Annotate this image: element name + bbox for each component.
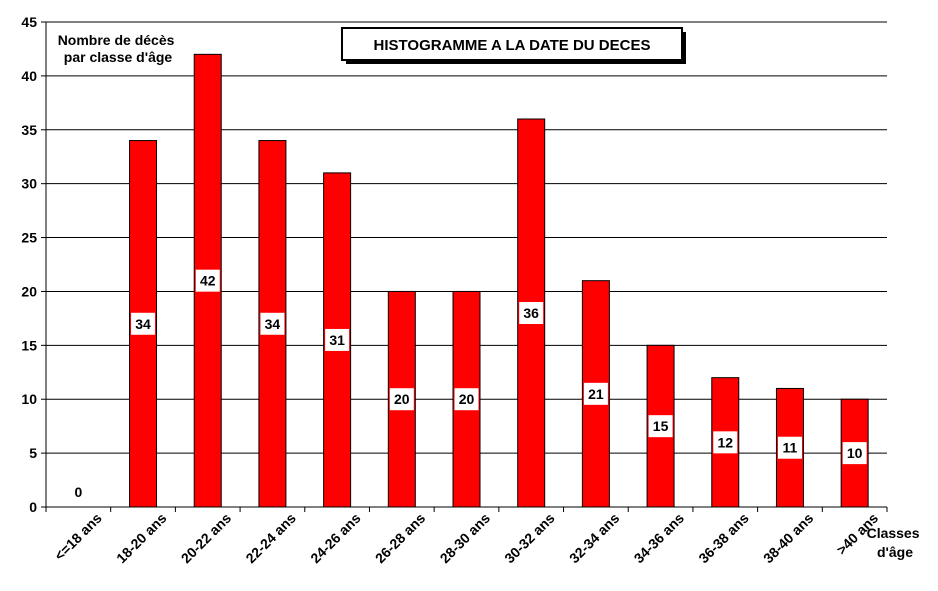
category-label: 34-36 ans	[631, 510, 688, 567]
category-label: <=18 ans	[51, 510, 105, 564]
data-label: 0	[74, 484, 82, 500]
y-tick-label: 15	[21, 337, 37, 353]
x-axis-label-line-2: d'âge	[877, 544, 913, 560]
data-label-box	[389, 388, 414, 411]
data-label: 34	[265, 316, 281, 332]
x-tick-labels: <=18 ans 18-20 ans 20-22 ans 22-24 ans 24-26…	[51, 510, 881, 567]
y-tick-label: 20	[21, 283, 37, 299]
category-label: 28-30 ans	[437, 510, 494, 567]
category-label: 26-28 ans	[372, 510, 429, 567]
data-label-box	[777, 436, 802, 459]
x-axis-label: Classes d'âge	[867, 525, 924, 560]
category-label: 36-38 ans	[695, 510, 752, 567]
x-axis-label-line-1: Classes	[867, 525, 920, 541]
data-label-box	[713, 431, 738, 454]
y-tick-label: 10	[21, 391, 37, 407]
data-label: 34	[135, 316, 151, 332]
data-label-box	[325, 328, 350, 351]
y-axis-label-line-1: Nombre de décès	[58, 32, 175, 48]
data-label: 11	[783, 440, 798, 456]
data-label-box	[454, 388, 479, 411]
data-label-box	[648, 415, 673, 438]
data-label: 20	[459, 391, 475, 407]
data-label-box	[583, 382, 608, 405]
data-label: 12	[717, 434, 733, 450]
data-label-box	[519, 302, 544, 324]
category-label: 22-24 ans	[242, 510, 299, 567]
category-label: 32-34 ans	[566, 510, 623, 567]
data-label: 15	[653, 418, 669, 434]
y-tick-label: 35	[21, 122, 37, 138]
data-label-box	[842, 442, 867, 465]
y-tick-label: 45	[21, 14, 37, 30]
y-tick-label: 0	[29, 499, 37, 515]
category-label: 20-22 ans	[178, 510, 235, 567]
category-label: 24-26 ans	[307, 510, 364, 567]
y-axis-label-line-2: par classe d'âge	[64, 49, 173, 65]
bars	[129, 53, 869, 508]
category-label: 38-40 ans	[760, 510, 817, 567]
data-label: 31	[329, 332, 345, 348]
data-label: 10	[847, 445, 863, 461]
data-label: 36	[523, 305, 539, 321]
chart-title-box: HISTOGRAMME A LA DATE DU DECES	[341, 27, 686, 64]
data-label: 20	[394, 391, 410, 407]
chart-title: HISTOGRAMME A LA DATE DU DECES	[374, 37, 651, 54]
y-tick-label: 25	[21, 230, 37, 246]
data-label-box	[260, 312, 285, 335]
data-label-box	[131, 312, 156, 335]
data-label: 42	[200, 273, 216, 289]
data-label-box	[195, 269, 220, 292]
axes	[41, 21, 888, 512]
y-tick-label: 40	[21, 68, 37, 84]
data-label: 21	[588, 386, 604, 402]
y-tick-labels: 0 5 10 15 20 25 30 35 40 45	[21, 14, 37, 515]
gridlines	[46, 21, 887, 454]
y-tick-label: 30	[21, 176, 37, 192]
y-tick-label: 5	[29, 445, 37, 461]
category-label: 18-20 ans	[113, 510, 170, 567]
y-axis-label: Nombre de décès par classe d'âge	[58, 32, 179, 65]
category-label: 30-32 ans	[501, 510, 558, 567]
data-labels: 0 34 42 34 31 20 20 36 21 15 12 11 10	[74, 269, 867, 500]
